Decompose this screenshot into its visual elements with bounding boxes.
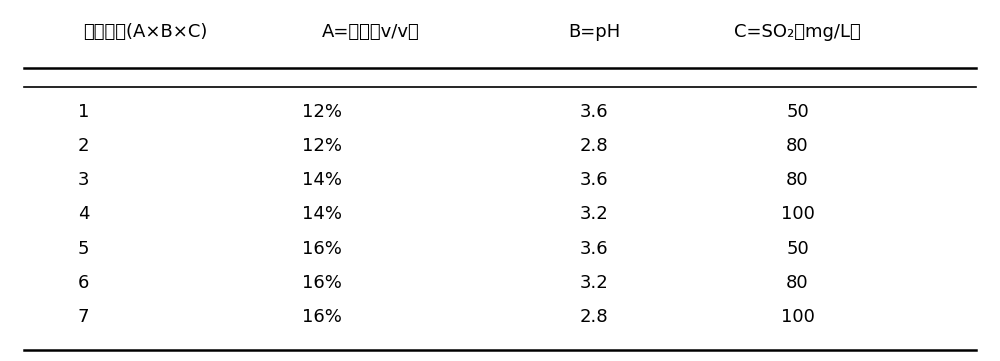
Text: 4: 4	[78, 205, 89, 223]
Text: A=酒精（v/v）: A=酒精（v/v）	[322, 23, 419, 42]
Text: 3: 3	[78, 171, 89, 189]
Text: 14%: 14%	[302, 205, 342, 223]
Text: 2: 2	[78, 137, 89, 155]
Text: 12%: 12%	[302, 137, 342, 155]
Text: 5: 5	[78, 240, 89, 257]
Text: 2.8: 2.8	[580, 308, 609, 326]
Text: 100: 100	[781, 308, 814, 326]
Text: 14%: 14%	[302, 171, 342, 189]
Text: 50: 50	[786, 240, 809, 257]
Text: C=SO₂（mg/L）: C=SO₂（mg/L）	[734, 23, 861, 42]
Text: 16%: 16%	[302, 308, 341, 326]
Text: 80: 80	[786, 274, 809, 292]
Text: 50: 50	[786, 103, 809, 121]
Text: B=pH: B=pH	[568, 23, 620, 42]
Text: 1: 1	[78, 103, 89, 121]
Text: 7: 7	[78, 308, 89, 326]
Text: 3.2: 3.2	[580, 274, 609, 292]
Text: 3.6: 3.6	[580, 103, 609, 121]
Text: 100: 100	[781, 205, 814, 223]
Text: 16%: 16%	[302, 240, 341, 257]
Text: 3.2: 3.2	[580, 205, 609, 223]
Text: 80: 80	[786, 137, 809, 155]
Text: 12%: 12%	[302, 103, 342, 121]
Text: 16%: 16%	[302, 274, 341, 292]
Text: 80: 80	[786, 171, 809, 189]
Text: 复合因子(A×B×C): 复合因子(A×B×C)	[84, 23, 208, 42]
Text: 6: 6	[78, 274, 89, 292]
Text: 2.8: 2.8	[580, 137, 609, 155]
Text: 3.6: 3.6	[580, 240, 609, 257]
Text: 3.6: 3.6	[580, 171, 609, 189]
